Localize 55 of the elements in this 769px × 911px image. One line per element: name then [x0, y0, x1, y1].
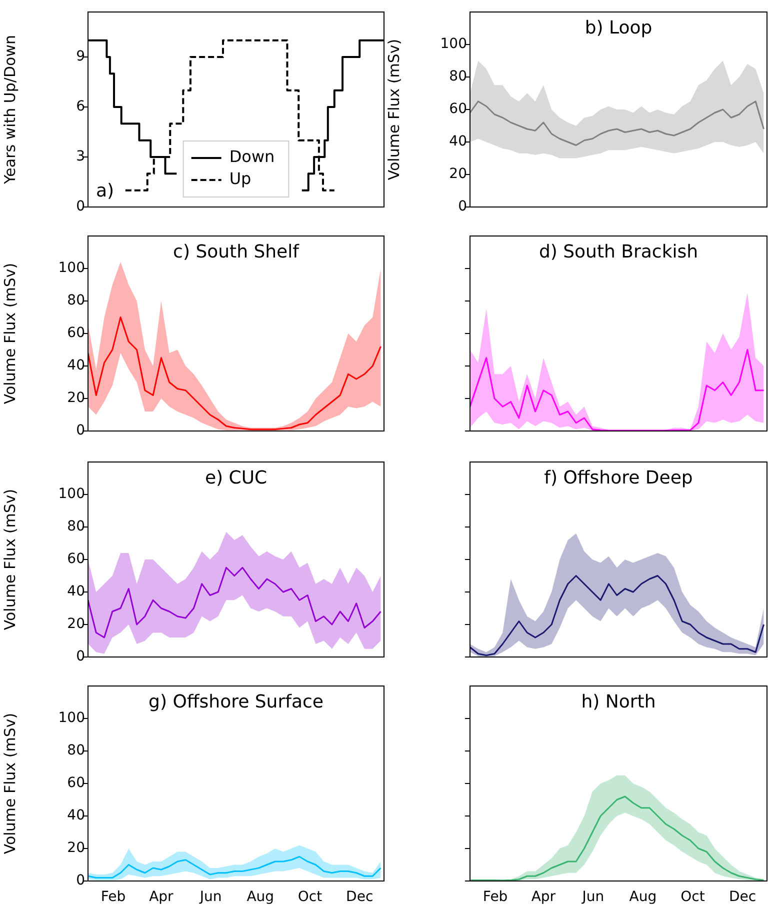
y-tick-label: 80: [449, 68, 467, 85]
chart-title: d) South Brackish: [538, 242, 698, 263]
y-tick-label: 20: [67, 390, 85, 406]
y-tick-label: 3: [76, 148, 85, 165]
y-tick-label: 80: [67, 742, 85, 759]
y-axis-title: Volume Flux (mSv): [0, 488, 19, 630]
x-tick-label: Feb: [100, 889, 126, 906]
legend-label: Down: [229, 147, 275, 166]
chart-title: h) North: [581, 692, 656, 713]
y-tick-label: 80: [67, 518, 85, 535]
x-tick-label: Aug: [629, 889, 657, 906]
y-tick-label: 20: [67, 616, 85, 632]
x-tick-label: Apr: [531, 889, 556, 906]
legend-label: Up: [229, 169, 252, 188]
annotation: a): [96, 180, 114, 202]
y-tick-label: 20: [67, 840, 85, 856]
y-axis-title: Volume Flux (mSv): [384, 38, 403, 180]
y-tick-label: 6: [76, 98, 86, 115]
x-tick-label: Aug: [246, 889, 274, 906]
y-tick-label: 100: [58, 710, 85, 726]
y-tick-label: 100: [58, 260, 85, 276]
y-tick-label: 9: [76, 48, 85, 65]
y-tick-label: 20: [449, 166, 467, 182]
y-tick-label: 100: [58, 486, 85, 502]
chart-title: c) South Shelf: [173, 242, 300, 263]
y-axis-title: Years with Up/Down: [0, 35, 19, 185]
y-tick-label: 80: [67, 292, 85, 309]
chart-title: b) Loop: [584, 18, 652, 39]
y-tick-label: 60: [67, 551, 85, 568]
y-tick-label: 100: [440, 36, 467, 52]
y-axis-title: Volume Flux (mSv): [0, 262, 19, 404]
y-tick-label: 60: [67, 775, 85, 792]
x-tick-label: Oct: [680, 889, 706, 906]
y-tick-label: 0: [458, 198, 467, 215]
y-tick-label: 40: [67, 358, 85, 374]
x-tick-label: Jun: [198, 889, 222, 906]
x-tick-label: Dec: [346, 889, 374, 906]
x-tick-label: Dec: [728, 889, 756, 906]
x-tick-label: Feb: [482, 889, 508, 906]
x-tick-label: Apr: [149, 889, 174, 906]
chart-title: f) Offshore Deep: [544, 468, 693, 489]
x-tick-label: Jun: [581, 889, 604, 906]
y-axis-title: Volume Flux (mSv): [0, 712, 19, 854]
y-tick-label: 40: [67, 584, 85, 600]
y-tick-label: 60: [449, 101, 467, 118]
y-tick-label: 0: [76, 872, 85, 889]
y-tick-label: 40: [449, 134, 467, 150]
y-tick-label: 40: [67, 808, 85, 824]
chart-title: g) Offshore Surface: [148, 692, 324, 713]
x-tick-label: Oct: [298, 889, 323, 906]
y-tick-label: 0: [76, 648, 85, 665]
y-tick-label: 60: [67, 325, 85, 342]
y-tick-label: 0: [76, 198, 85, 215]
y-tick-label: 0: [76, 422, 85, 439]
chart-title: e) CUC: [204, 468, 268, 489]
